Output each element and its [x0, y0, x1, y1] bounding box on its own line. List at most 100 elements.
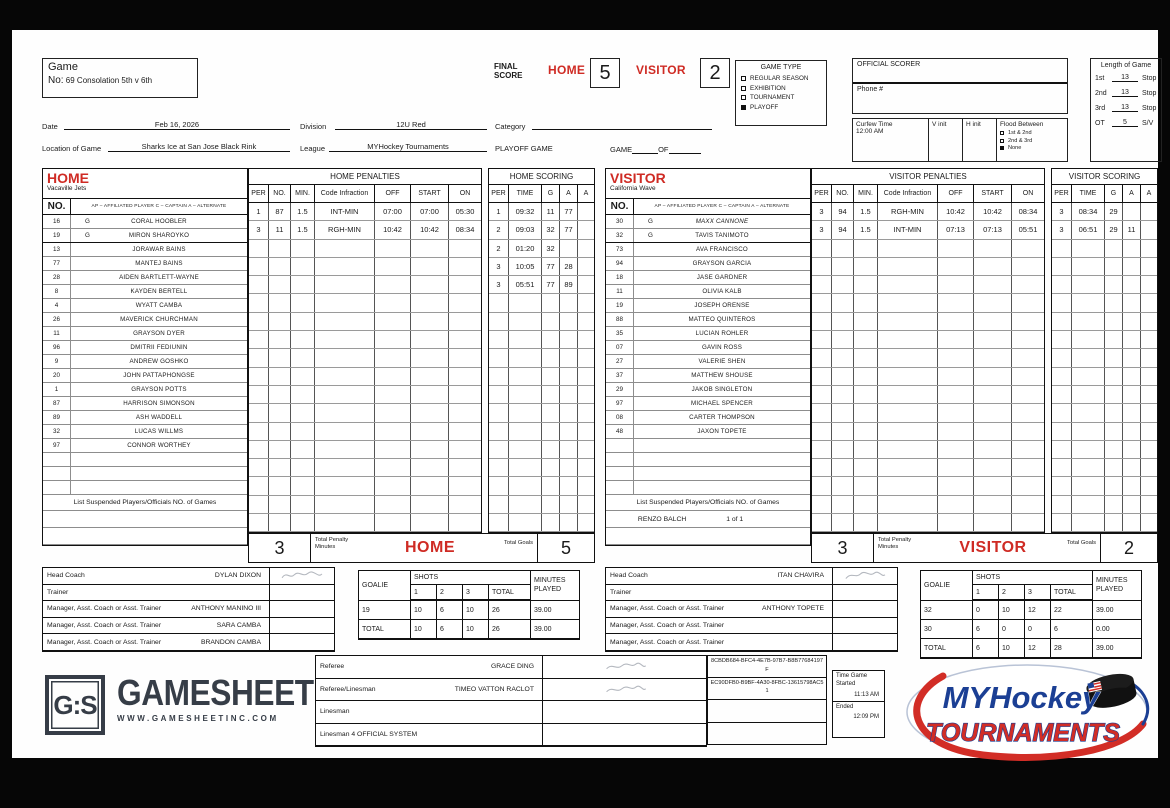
penalty-no: 94	[832, 221, 854, 239]
goal-per	[1052, 477, 1072, 495]
staff-name: ANTHONY MANINO III	[191, 605, 261, 613]
goal-assist1	[560, 367, 578, 385]
penalty-no	[832, 514, 854, 532]
col-time: TIME	[1072, 185, 1105, 202]
goal-scorer	[1105, 385, 1123, 404]
goal-per	[489, 440, 509, 459]
penalty-min: 1.5	[854, 203, 878, 221]
penalty-on	[449, 294, 481, 311]
penalty-min: 1.5	[291, 203, 315, 221]
goal-assist2	[578, 313, 594, 330]
visitor-penalty-rows: 3 94 1.5 RGH-MIN 10:42 10:42 08:34 3 94 …	[812, 203, 1044, 533]
goal-time	[509, 349, 542, 367]
roster-row: 94 GRAYSON GARCIA	[606, 257, 810, 271]
penalty-per: 3	[812, 203, 832, 221]
roster-row: 48 JAXON TOPETE	[606, 425, 810, 439]
official-scorer-box: OFFICIAL SCORER Phone #	[852, 58, 1068, 114]
penalty-start	[411, 422, 449, 440]
goal-assist1	[1123, 203, 1141, 221]
penalty-start	[974, 349, 1012, 367]
penalty-start	[974, 404, 1012, 422]
penalty-on	[449, 313, 481, 330]
signature-cell	[832, 634, 897, 650]
goal-scorer	[1105, 477, 1123, 495]
period-minutes: 13	[1112, 89, 1138, 97]
penalty-on	[449, 441, 481, 458]
signature-cell	[269, 584, 334, 601]
goal-per	[1052, 404, 1072, 422]
checkbox-icon	[1000, 131, 1004, 135]
goal-assist1	[560, 239, 578, 257]
penalty-start	[974, 276, 1012, 294]
goal-assist1	[1123, 495, 1141, 514]
penalty-off	[938, 331, 974, 349]
penalty-no	[832, 495, 854, 514]
of-word: OF	[658, 145, 669, 154]
visitor-penalties-table: VISITOR PENALTIES PER NO. MIN. Code Infr…	[811, 168, 1045, 534]
player-name: JOSEPH ORENSE	[694, 302, 750, 309]
goalie-number: TOTAL	[921, 639, 973, 657]
player-position: G	[648, 218, 653, 225]
home-goalie-rows: 19 10 6 10 26 39.00 TOTAL 10 6 10 26 39.…	[359, 601, 579, 639]
roster-row: 1 GRAYSON POTTS	[43, 383, 247, 397]
home-total-penalty-minutes: 3	[249, 534, 311, 562]
length-of-game-row: 1st 13 Stop	[1095, 74, 1157, 82]
roster-row: 07 GAVIN ROSS	[606, 341, 810, 355]
penalty-on	[449, 368, 481, 385]
shots-p3: 0	[1025, 620, 1051, 638]
no-column-header: NO.	[43, 199, 71, 214]
penalty-row	[249, 422, 481, 441]
penalty-off	[938, 349, 974, 367]
col-start: START	[411, 185, 449, 202]
signature-cell	[832, 601, 897, 617]
goalie-number: TOTAL	[359, 620, 411, 638]
goal-assist2	[578, 368, 594, 385]
total-goals-label: Total Goals	[504, 540, 533, 546]
staff-row: Manager, Asst. Coach or Asst. Trainer AN…	[606, 601, 897, 618]
goal-assist1	[1123, 276, 1141, 294]
game-type-option: REGULAR SEASON	[741, 75, 821, 82]
shots-p3: 10	[463, 620, 489, 638]
player-name: MIRON SHAROYKO	[128, 232, 190, 239]
player-number: 20	[43, 369, 71, 382]
penalty-per	[812, 239, 832, 257]
goal-assist2	[1141, 404, 1157, 421]
penalty-min	[854, 257, 878, 276]
penalty-row: 3 94 1.5 INT-MIN 07:13 07:13 05:51	[812, 221, 1044, 240]
goal-scorer	[542, 459, 560, 477]
goal-assist2	[578, 441, 594, 458]
league-label: League	[300, 144, 326, 153]
goal-assist1	[560, 440, 578, 459]
ap-legend: AP – AFFILIATED PLAYER C – CAPTAIN A – A…	[91, 204, 227, 209]
goal-assist2	[1141, 423, 1157, 440]
goal-per	[489, 331, 509, 349]
penalty-no	[269, 422, 291, 440]
goal-assist2	[1141, 203, 1157, 220]
penalty-off	[938, 239, 974, 257]
player-name: JAXON TOPETE	[697, 428, 747, 435]
home-staff-table: Head Coach DYLAN DIXON Trainer	[42, 567, 335, 652]
date-value: Feb 16, 2026	[64, 120, 290, 130]
penalty-per	[249, 477, 269, 495]
goal-assist1	[1123, 514, 1141, 532]
period-minutes: 5	[1112, 119, 1138, 127]
goal-time	[1072, 312, 1105, 331]
goal-assist2	[578, 276, 594, 293]
penalty-per	[812, 422, 832, 440]
goal-assist2	[1141, 349, 1157, 366]
penalty-row	[249, 367, 481, 386]
penalty-start	[411, 349, 449, 367]
home-totals-band: 3 Total Penalty Minutes HOME Total Goals…	[248, 533, 595, 563]
scoring-row	[1052, 440, 1157, 460]
col-min: MIN.	[854, 185, 878, 202]
penalty-no	[269, 239, 291, 257]
home-suspended-label: List Suspended Players/Officials NO. of …	[43, 495, 247, 511]
player-name: VALERIE SHEN	[698, 358, 746, 365]
penalty-no	[269, 514, 291, 532]
roster-row: 28 AIDEN BARTLETT-WAYNE	[43, 271, 247, 285]
goal-time	[509, 294, 542, 312]
penalty-off	[375, 459, 411, 477]
goal-assist1: 89	[560, 276, 578, 294]
flood-options: 1st & 2nd 2nd & 3rd None	[1000, 130, 1064, 151]
myhockey-logo-icon: MYHockey TOURNAMENTS	[906, 664, 1149, 761]
